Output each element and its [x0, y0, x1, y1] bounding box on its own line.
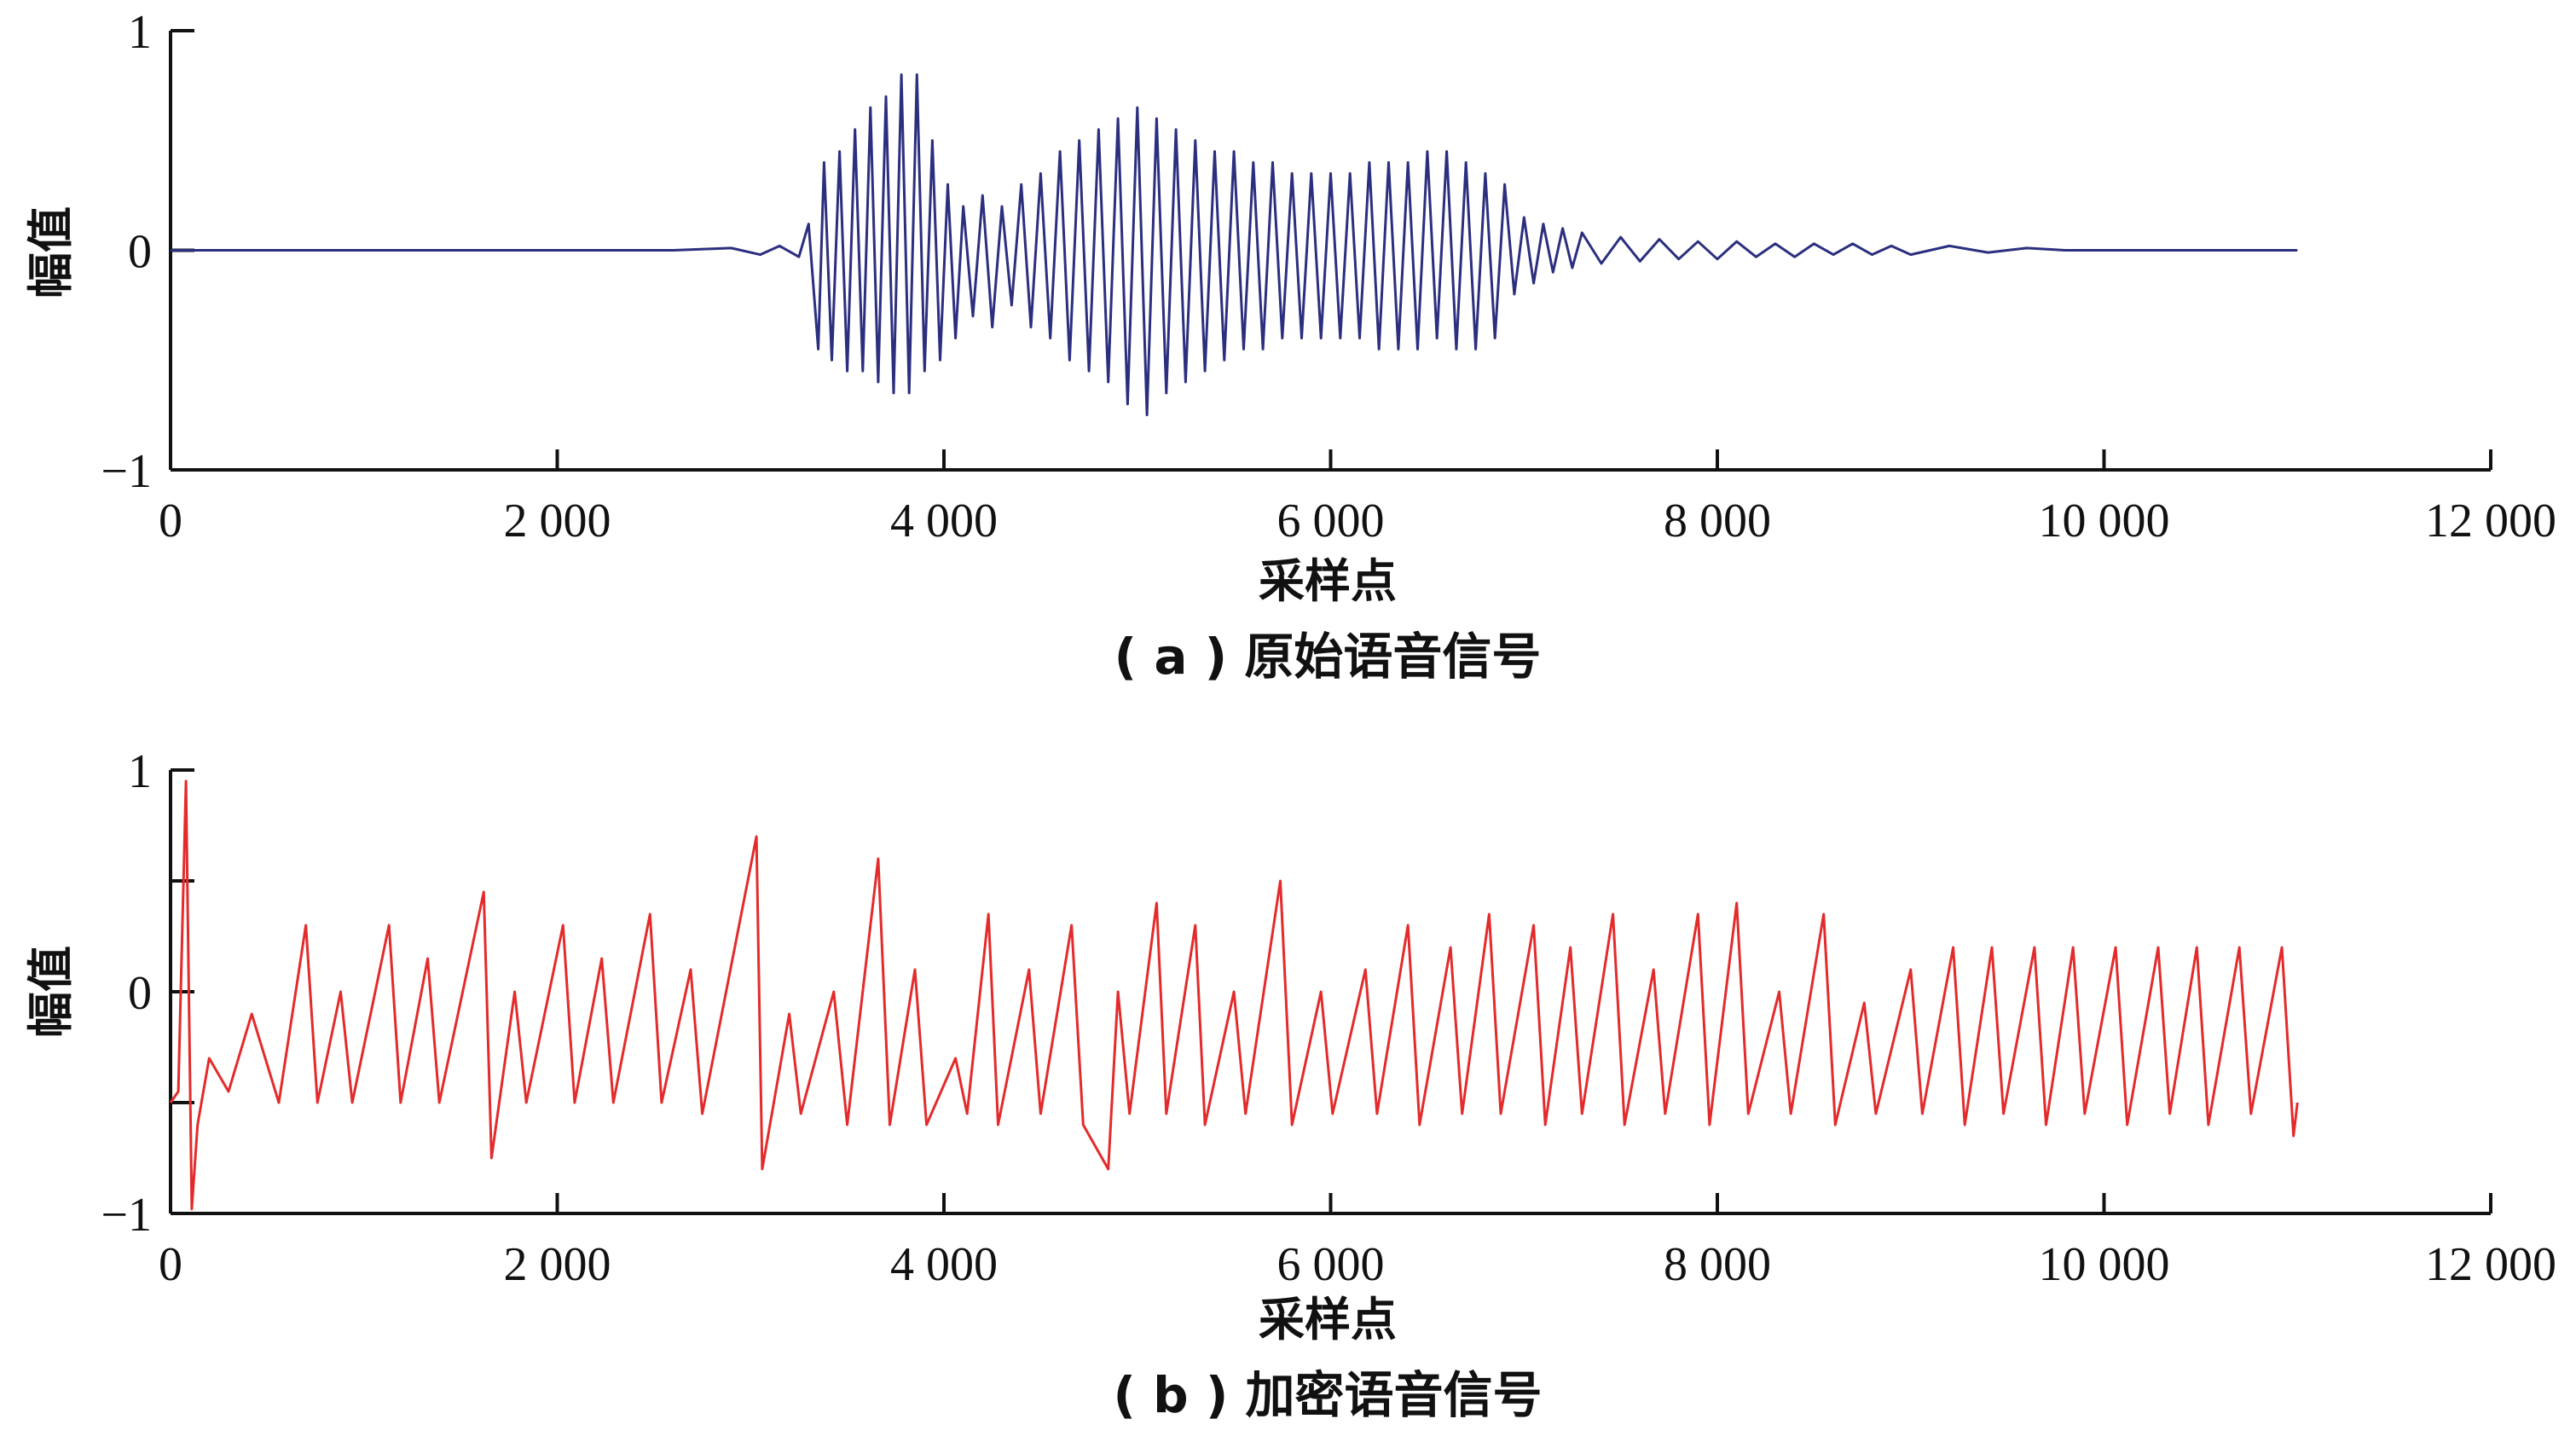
panel-b-x-tick-label: 10 000 — [2039, 1238, 2170, 1291]
panel-b-ylabel: 幅值 — [24, 946, 78, 1038]
panel-a-x-tick-label: 0 — [159, 495, 182, 547]
panel-a-y-tick-label: −1 — [101, 445, 152, 498]
panel-b-x-tick-label: 2 000 — [504, 1238, 611, 1291]
panel-a-x-tick-label: 10 000 — [2039, 495, 2170, 547]
panel-a-series-line — [171, 73, 2298, 417]
panel-b-x-tick-label: 8 000 — [1664, 1238, 1771, 1291]
panel-b-series-line — [169, 779, 2299, 1211]
panel-a-x-tick-label: 12 000 — [2425, 495, 2556, 547]
panel-b-x-tick-label: 0 — [159, 1238, 182, 1291]
panel-b-y-tick-label: 0 — [128, 967, 152, 1020]
panel-b-y-tick-label: −1 — [101, 1189, 152, 1242]
panel-b: 幅值 采样点 ( b ) 加密语音信号 0 2 000 4 000 6 000 8 00… — [24, 745, 2556, 1424]
panel-a-caption: ( a ) 原始语音信号 — [1114, 628, 1542, 686]
panel-a-y-tick-label: 1 — [128, 6, 152, 59]
panel-a-x-tick-label: 6 000 — [1277, 495, 1385, 547]
panel-b-caption: ( b ) 加密语音信号 — [1113, 1366, 1542, 1424]
panel-b-y-tick-label: 1 — [128, 745, 152, 798]
panel-a-y-tick-label: 0 — [128, 226, 152, 279]
panel-a-x-tick-label: 8 000 — [1664, 495, 1771, 547]
panel-b-x-tick-label: 6 000 — [1277, 1238, 1385, 1291]
panel-a: 幅值 采样点 ( a ) 原始语音信号 0 2 000 4 000 6 000 8 00… — [24, 6, 2556, 686]
panel-a-ylabel: 幅值 — [24, 206, 78, 298]
panel-b-xlabel: 采样点 — [1259, 1293, 1397, 1346]
panel-a-x-tick-label: 4 000 — [890, 495, 998, 547]
panel-a-x-tick-label: 2 000 — [504, 495, 611, 547]
panel-b-x-tick-label: 4 000 — [890, 1238, 998, 1291]
panel-a-xlabel: 采样点 — [1259, 554, 1397, 608]
panel-b-x-tick-label: 12 000 — [2425, 1238, 2556, 1291]
